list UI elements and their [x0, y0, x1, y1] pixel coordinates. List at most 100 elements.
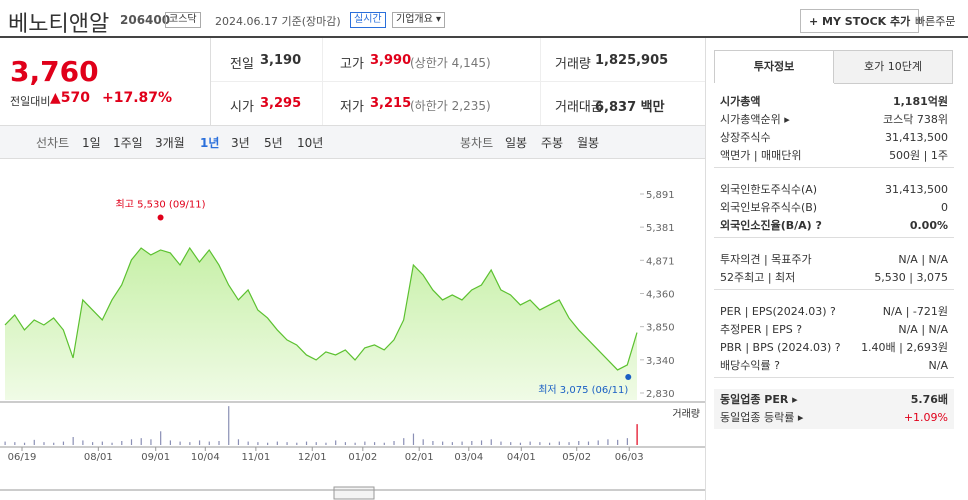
- tab-bar: [0, 125, 705, 159]
- volume-bar: [198, 440, 201, 445]
- sidebar: [705, 38, 968, 500]
- volume-bar: [179, 441, 181, 445]
- high-label: 최고 5,530 (09/11): [116, 198, 206, 210]
- volume-bar: [247, 441, 249, 445]
- volume-bar: [14, 442, 16, 445]
- period-tab[interactable]: 10년: [297, 136, 324, 150]
- volume-bar: [33, 439, 35, 445]
- volume-bar: [442, 441, 444, 445]
- period-tab[interactable]: 1일: [82, 136, 101, 150]
- volume-bar: [286, 442, 288, 445]
- x-tick-label: 11/01: [241, 452, 270, 463]
- info-cell: N/A: [928, 359, 948, 372]
- info-cell: 코스닥 738위: [883, 113, 948, 126]
- period-tab[interactable]: 1주일: [113, 136, 143, 150]
- volume-bar: [597, 440, 599, 445]
- volume-bar: [490, 439, 492, 445]
- volume-label: 거래량: [672, 408, 700, 420]
- info-row: 동일업종 등락률 ▸ +1.09%: [720, 409, 948, 427]
- volume-bar: [587, 441, 590, 445]
- info-section: PER | EPS(2024.03) ? N/A | -721원 추정PER | E…: [714, 301, 954, 378]
- volume-bar: [208, 441, 210, 445]
- volume-bar: [169, 440, 171, 445]
- period-tab[interactable]: 3년: [231, 136, 250, 150]
- info-cell: 0: [941, 201, 948, 214]
- info-row: 동일업종 PER ▸ 5.76배: [720, 391, 948, 409]
- info-cell: 31,413,500: [885, 183, 948, 196]
- volume-bar: [636, 424, 638, 445]
- price-area: [5, 248, 637, 400]
- realtime-badge[interactable]: 실시간: [350, 12, 386, 28]
- volume-bar: [539, 442, 541, 445]
- company-info[interactable]: 기업개요 ▾: [392, 12, 445, 28]
- sidebar-tab[interactable]: 투자정보: [714, 50, 834, 83]
- info-cell: 시가총액순위 ▸: [720, 113, 790, 126]
- divider: [211, 81, 705, 82]
- low-label: 최저 3,075 (06/11): [538, 384, 628, 396]
- volume-bar: [529, 441, 531, 445]
- period-tab[interactable]: 3개월: [155, 136, 185, 150]
- quote-value: 3,215: [370, 96, 412, 111]
- volume-bar: [82, 440, 84, 445]
- info-row: 외국인한도주식수(A) 31,413,500: [720, 181, 948, 199]
- y-tick-label: 5,381: [646, 223, 675, 234]
- info-cell: N/A | N/A: [898, 253, 948, 266]
- candle-tab[interactable]: 일봉: [505, 136, 528, 150]
- sidebar-tab[interactable]: 호가 10단계: [834, 50, 953, 84]
- price-line: [4, 246, 638, 371]
- y-tick-label: 4,360: [646, 290, 675, 301]
- y-tick-label: 2,830: [646, 389, 675, 400]
- chart: 2,830 3,340 3,850 4,360 4,871 5,381 5,891 최고 5,…: [0, 190, 705, 500]
- candle-tab[interactable]: 월봉: [577, 136, 600, 150]
- quote-value: 3,190: [260, 53, 302, 68]
- y-tick-label: 4,871: [646, 256, 675, 267]
- stock-name: 베노티앤알: [8, 12, 110, 37]
- volume-bar: [296, 442, 298, 445]
- quote-label: 전일: [230, 57, 254, 72]
- info-cell: 1.40배 | 2,693원: [861, 341, 948, 354]
- info-cell: 52주최고 | 최저: [720, 271, 796, 284]
- volume-bar: [451, 442, 453, 445]
- x-tick-label: 06/03: [615, 452, 644, 463]
- info-row: 상장주식수 31,413,500: [720, 129, 948, 147]
- scroll-button[interactable]: [333, 486, 375, 500]
- period-tab[interactable]: 1년: [200, 136, 220, 150]
- volume-bar: [548, 442, 551, 445]
- volume-bar: [422, 439, 424, 445]
- info-cell: 외국인소진율(B/A) ?: [720, 219, 822, 232]
- info-cell: 추정PER | EPS ?: [720, 323, 803, 336]
- quote-value: 3,990: [370, 53, 412, 68]
- price-box: [0, 38, 211, 125]
- change: ▲570: [50, 90, 90, 106]
- info-cell: 액면가 | 매매단위: [720, 149, 802, 162]
- volume-bar: [461, 441, 463, 445]
- mystock-button[interactable]: + MY STOCK 추가: [800, 9, 920, 33]
- volume-bar: [519, 442, 522, 445]
- volume-bar: [344, 442, 347, 445]
- volume-bar: [383, 442, 385, 445]
- info-cell: PBR | BPS (2024.03) ?: [720, 341, 841, 354]
- info-row: PBR | BPS (2024.03) ? 1.40배 | 2,693원: [720, 339, 948, 357]
- price: 3,760: [10, 55, 99, 88]
- info-cell: 31,413,500: [885, 131, 948, 144]
- volume-bar: [315, 442, 317, 445]
- x-tick-label: 02/01: [405, 452, 434, 463]
- info-cell: 500원 | 1주: [889, 149, 948, 162]
- tab-label: 선차트: [36, 136, 70, 150]
- volume-bar: [373, 442, 376, 445]
- volume-bar: [471, 441, 473, 445]
- x-tick-label: 04/01: [507, 452, 536, 463]
- info-section: 외국인한도주식수(A) 31,413,500 외국인보유주식수(B) 0 외국인소진율(…: [714, 179, 954, 238]
- info-cell: 5.76배: [910, 393, 948, 406]
- change-label: 전일대비: [10, 95, 51, 108]
- quote-label: 거래대금: [555, 100, 603, 115]
- x-tick-label: 01/02: [348, 452, 377, 463]
- quick-order[interactable]: 빠른주문: [915, 15, 956, 28]
- volume-bar: [354, 442, 356, 445]
- candle-tab[interactable]: 주봉: [541, 136, 564, 150]
- volume-bar: [160, 431, 162, 445]
- period-tab[interactable]: 5년: [264, 136, 283, 150]
- info-cell: N/A | -721원: [882, 305, 948, 318]
- info-row: 시가총액순위 ▸ 코스닥 738위: [720, 111, 948, 129]
